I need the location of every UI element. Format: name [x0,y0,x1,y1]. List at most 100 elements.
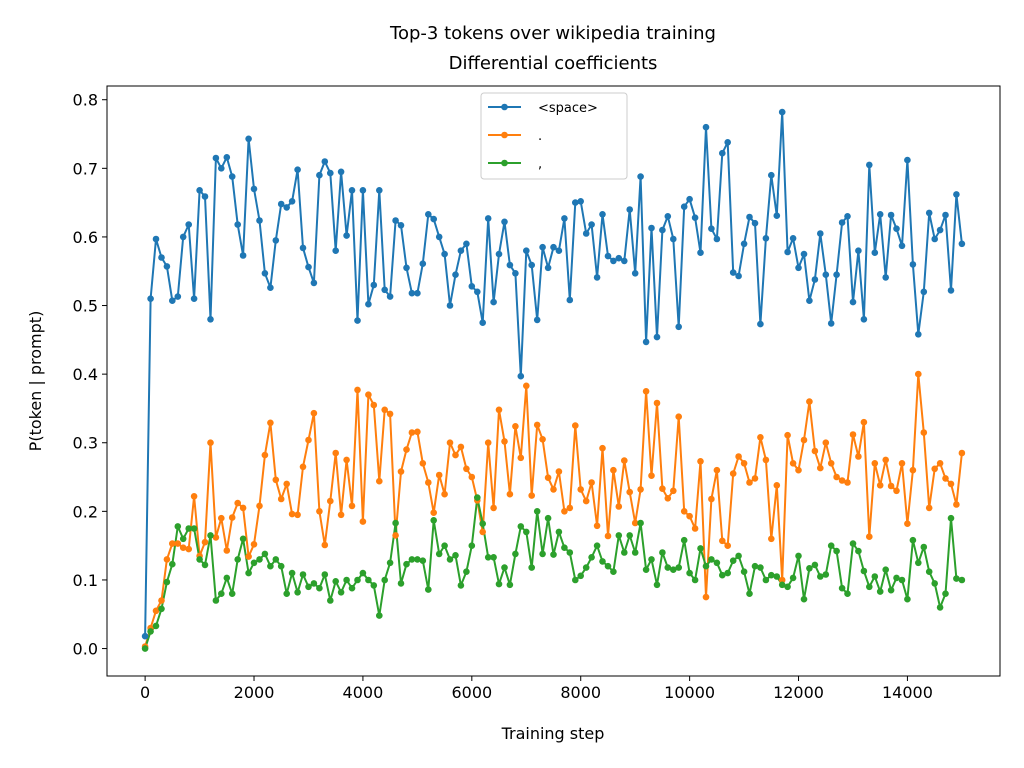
data-point [212,154,220,162]
data-point [544,474,552,482]
data-point [250,185,258,193]
data-point [866,533,873,540]
data-point [773,573,781,580]
data-point [953,575,960,582]
legend: <space>., [480,92,628,180]
data-point [844,479,851,486]
data-point [762,235,770,242]
data-point [441,250,448,258]
data-point [593,522,601,530]
x-tick-label: 6000 [451,683,492,702]
data-point [833,271,840,279]
data-point [719,149,726,157]
data-point [174,540,182,547]
data-point [588,221,595,228]
data-point [958,240,966,248]
data-point [354,317,361,324]
data-point [392,217,399,224]
data-point [637,486,644,493]
data-point [430,509,438,516]
data-point [746,479,753,486]
data-point [288,569,296,577]
data-point [621,549,628,556]
data-point [337,168,345,176]
data-point [386,559,394,567]
data-point [844,590,851,597]
data-point [659,485,666,493]
data-point [479,520,487,527]
data-point [218,514,225,522]
data-point [800,436,808,444]
data-point [152,622,160,630]
data-point [822,439,830,447]
data-point [642,338,650,346]
data-point [691,214,699,221]
data-point [528,564,535,571]
data-point [446,439,454,447]
data-point [577,486,584,493]
data-point [234,556,241,563]
data-point [909,536,917,544]
data-point [898,242,906,250]
data-point [370,281,378,289]
data-point [648,472,655,480]
data-point [310,580,318,587]
data-point [408,289,416,297]
data-point [757,434,764,441]
data-point [610,257,617,265]
data-point [305,583,312,591]
data-point [316,508,323,515]
data-point [414,428,421,436]
data-point [305,263,312,271]
data-point [604,532,612,540]
data-point [327,497,334,505]
data-point [207,316,214,323]
data-point [599,211,606,218]
data-point [452,271,459,279]
data-point [523,528,530,536]
data-point [942,590,949,597]
data-point [806,565,813,572]
data-point [435,233,443,241]
data-point [909,466,917,474]
data-point [871,249,879,256]
y-tick-label: 0.7 [73,159,98,178]
series-line-1 [144,373,963,647]
legend-swatch-marker [501,103,508,111]
data-point [512,270,519,277]
y-tick-label: 0.8 [73,91,98,110]
data-point [403,446,410,453]
data-point [468,283,476,290]
data-point [245,135,252,143]
data-point [414,289,421,297]
data-point [277,200,285,208]
data-point [871,460,879,467]
data-point [163,556,171,563]
data-point [953,501,960,508]
data-point [778,576,786,584]
data-point [239,504,247,512]
data-point [359,187,367,194]
data-point [664,213,672,220]
y-axis: 0.0 0.1 0.2 0.3 0.4 0.5 0.6 0.7 0.8 [73,91,107,659]
data-point [457,443,465,451]
data-point [626,532,633,539]
data-point [942,211,949,219]
data-point [484,439,492,447]
data-point [610,466,617,474]
data-point [811,276,819,283]
data-point [860,316,868,323]
data-point [915,370,922,378]
data-point [517,372,525,380]
data-point [539,436,546,443]
data-point [261,550,269,558]
data-point [539,243,546,251]
data-point [381,286,389,294]
series-line-2 [144,496,963,649]
data-point [528,261,535,269]
data-point [800,595,808,603]
data-point [141,645,149,652]
data-point [446,556,454,563]
data-point [626,206,633,213]
data-point [871,573,879,580]
